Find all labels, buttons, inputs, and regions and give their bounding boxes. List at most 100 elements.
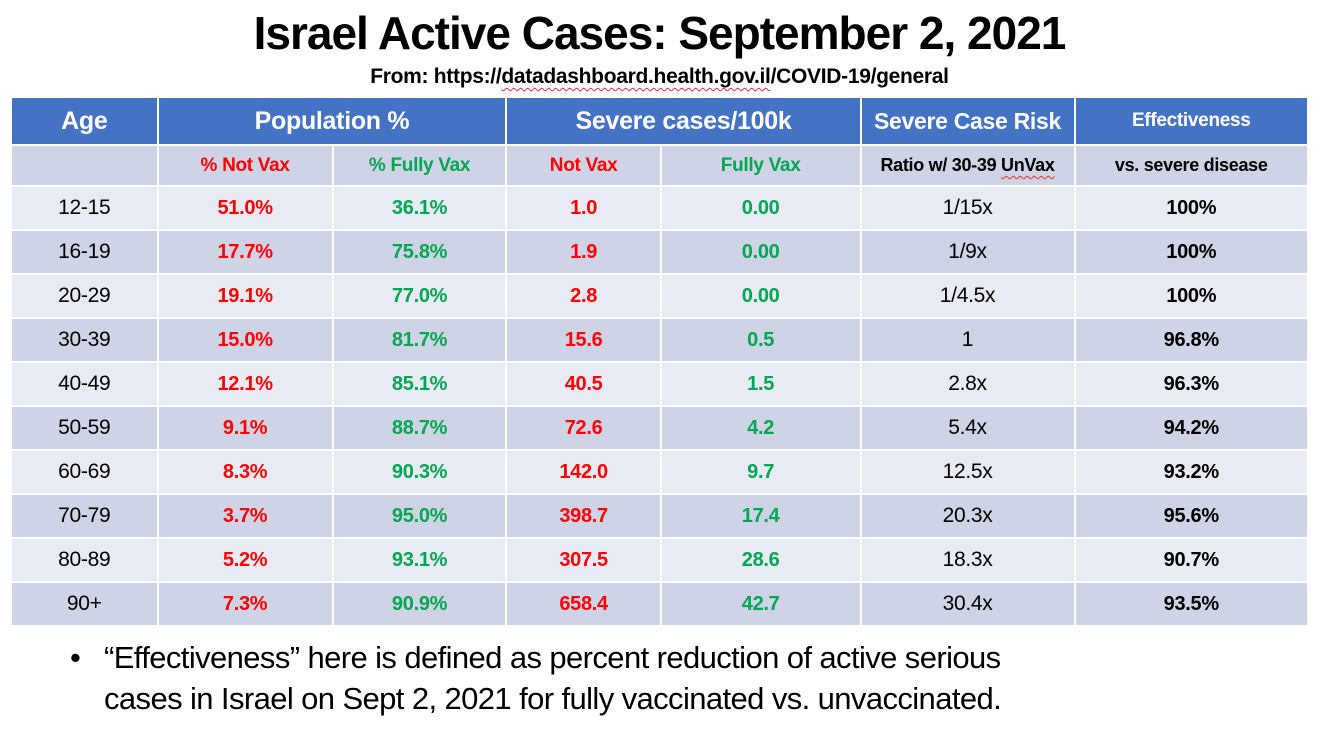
cell-pct-not-vax: 3.7%	[156, 493, 334, 539]
cell-effectiveness: 100%	[1073, 185, 1309, 231]
cell-fully-vax: 0.5	[659, 317, 862, 363]
cell-not-vax: 72.6	[505, 405, 662, 451]
cell-pct-not-vax: 19.1%	[156, 273, 334, 319]
cell-pct-fully-vax: 88.7%	[331, 405, 508, 451]
cell-age: 60-69	[10, 449, 159, 495]
cell-age: 40-49	[10, 361, 159, 407]
page-title: Israel Active Cases: September 2, 2021	[253, 7, 1067, 59]
footnote-line-2: cases in Israel on Sept 2, 2021 for full…	[104, 681, 1002, 716]
ratio-label-prefix: Ratio w/ 30-39	[880, 155, 1001, 175]
cell-not-vax: 1.9	[505, 229, 662, 275]
header-severe-case-risk: Severe Case Risk	[859, 96, 1076, 146]
table-subheader-row: % Not Vax % Fully Vax Not Vax Fully Vax …	[10, 144, 1309, 187]
cell-pct-fully-vax: 85.1%	[331, 361, 508, 407]
subheader-blank	[10, 144, 159, 187]
cell-effectiveness: 100%	[1073, 229, 1309, 275]
subheader-fully-vax: Fully Vax	[659, 144, 862, 187]
cell-ratio: 1	[859, 317, 1076, 363]
table-row: 70-79 3.7% 95.0% 398.7 17.4 20.3x 95.6%	[10, 493, 1309, 539]
table-row: 60-69 8.3% 90.3% 142.0 9.7 12.5x 93.2%	[10, 449, 1309, 495]
table-header-row: Age Population % Severe cases/100k Sever…	[10, 96, 1309, 146]
subheader-vs-severe-disease: vs. severe disease	[1073, 144, 1309, 187]
cell-ratio: 18.3x	[859, 537, 1076, 583]
cell-pct-fully-vax: 75.8%	[331, 229, 508, 275]
cell-pct-not-vax: 5.2%	[156, 537, 334, 583]
cell-pct-fully-vax: 90.9%	[331, 581, 508, 627]
table-row: 12-15 51.0% 36.1% 1.0 0.00 1/15x 100%	[10, 185, 1309, 231]
cell-not-vax: 398.7	[505, 493, 662, 539]
cell-not-vax: 1.0	[505, 185, 662, 231]
cell-effectiveness: 94.2%	[1073, 405, 1309, 451]
cell-pct-fully-vax: 93.1%	[331, 537, 508, 583]
cell-not-vax: 15.6	[505, 317, 662, 363]
table-row: 16-19 17.7% 75.8% 1.9 0.00 1/9x 100%	[10, 229, 1309, 275]
cell-ratio: 12.5x	[859, 449, 1076, 495]
subheader-pct-not-vax: % Not Vax	[156, 144, 334, 187]
cell-pct-fully-vax: 36.1%	[331, 185, 508, 231]
cell-effectiveness: 96.3%	[1073, 361, 1309, 407]
header-effectiveness: Effectiveness	[1073, 96, 1309, 146]
cell-effectiveness: 95.6%	[1073, 493, 1309, 539]
header-age: Age	[10, 96, 159, 146]
cell-pct-not-vax: 7.3%	[156, 581, 334, 627]
cell-fully-vax: 4.2	[659, 405, 862, 451]
cell-age: 80-89	[10, 537, 159, 583]
header-population-pct: Population %	[156, 96, 508, 146]
cell-ratio: 1/4.5x	[859, 273, 1076, 319]
cell-pct-fully-vax: 81.7%	[331, 317, 508, 363]
cell-age: 20-29	[10, 273, 159, 319]
cell-pct-not-vax: 17.7%	[156, 229, 334, 275]
cell-effectiveness: 93.5%	[1073, 581, 1309, 627]
cell-ratio: 30.4x	[859, 581, 1076, 627]
cell-fully-vax: 9.7	[659, 449, 862, 495]
cell-not-vax: 307.5	[505, 537, 662, 583]
subheader-ratio: Ratio w/ 30-39 UnVax	[859, 144, 1076, 187]
cell-age: 50-59	[10, 405, 159, 451]
cell-ratio: 2.8x	[859, 361, 1076, 407]
cell-pct-fully-vax: 77.0%	[331, 273, 508, 319]
table-row: 30-39 15.0% 81.7% 15.6 0.5 1 96.8%	[10, 317, 1309, 363]
footnote-line-1: “Effectiveness” here is defined as perce…	[104, 640, 1001, 675]
cell-ratio: 1/15x	[859, 185, 1076, 231]
cell-pct-not-vax: 51.0%	[156, 185, 334, 231]
source-line: From: https://datadashboard.health.gov.i…	[0, 64, 1319, 90]
cell-not-vax: 658.4	[505, 581, 662, 627]
cell-fully-vax: 17.4	[659, 493, 862, 539]
cell-ratio: 1/9x	[859, 229, 1076, 275]
table-row: 20-29 19.1% 77.0% 2.8 0.00 1/4.5x 100%	[10, 273, 1309, 319]
cell-pct-not-vax: 15.0%	[156, 317, 334, 363]
footnote: • “Effectiveness” here is defined as per…	[70, 637, 1279, 719]
cell-not-vax: 2.8	[505, 273, 662, 319]
cell-effectiveness: 93.2%	[1073, 449, 1309, 495]
bullet-glyph: •	[70, 640, 81, 675]
ratio-label-misspelled: UnVax	[1001, 155, 1055, 175]
subheader-not-vax: Not Vax	[505, 144, 662, 187]
cell-age: 70-79	[10, 493, 159, 539]
cell-pct-not-vax: 12.1%	[156, 361, 334, 407]
cell-effectiveness: 100%	[1073, 273, 1309, 319]
cell-fully-vax: 0.00	[659, 229, 862, 275]
cell-pct-fully-vax: 90.3%	[331, 449, 508, 495]
table-row: 80-89 5.2% 93.1% 307.5 28.6 18.3x 90.7%	[10, 537, 1309, 583]
header-severe-cases-100k: Severe cases/100k	[505, 96, 862, 146]
cell-ratio: 20.3x	[859, 493, 1076, 539]
cell-ratio: 5.4x	[859, 405, 1076, 451]
cell-age: 90+	[10, 581, 159, 627]
source-prefix: From: https://	[370, 65, 502, 88]
cell-age: 30-39	[10, 317, 159, 363]
cell-pct-fully-vax: 95.0%	[331, 493, 508, 539]
table-row: 50-59 9.1% 88.7% 72.6 4.2 5.4x 94.2%	[10, 405, 1309, 451]
table-row: 40-49 12.1% 85.1% 40.5 1.5 2.8x 96.3%	[10, 361, 1309, 407]
cell-age: 16-19	[10, 229, 159, 275]
source-url-misspelled: datadashboard.health.gov.il	[501, 65, 771, 88]
cell-pct-not-vax: 9.1%	[156, 405, 334, 451]
cell-fully-vax: 0.00	[659, 273, 862, 319]
cell-fully-vax: 42.7	[659, 581, 862, 627]
subheader-pct-fully-vax: % Fully Vax	[331, 144, 508, 187]
cell-fully-vax: 0.00	[659, 185, 862, 231]
active-cases-table: Age Population % Severe cases/100k Sever…	[10, 96, 1309, 627]
cell-pct-not-vax: 8.3%	[156, 449, 334, 495]
cell-not-vax: 40.5	[505, 361, 662, 407]
cell-not-vax: 142.0	[505, 449, 662, 495]
